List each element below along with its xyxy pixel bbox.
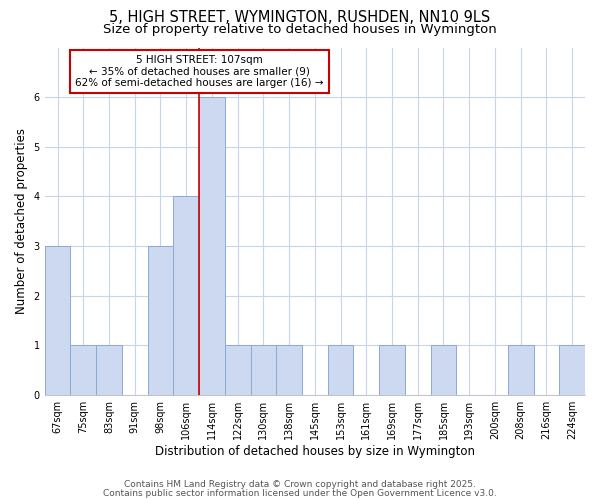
Bar — [148, 246, 173, 394]
Bar — [251, 345, 276, 395]
Text: Size of property relative to detached houses in Wymington: Size of property relative to detached ho… — [103, 22, 497, 36]
Bar — [199, 97, 225, 394]
Bar — [44, 246, 70, 394]
Y-axis label: Number of detached properties: Number of detached properties — [15, 128, 28, 314]
Text: 5, HIGH STREET, WYMINGTON, RUSHDEN, NN10 9LS: 5, HIGH STREET, WYMINGTON, RUSHDEN, NN10… — [109, 10, 491, 25]
Text: Contains public sector information licensed under the Open Government Licence v3: Contains public sector information licen… — [103, 488, 497, 498]
Bar — [173, 196, 199, 394]
Bar — [508, 345, 533, 395]
Text: Contains HM Land Registry data © Crown copyright and database right 2025.: Contains HM Land Registry data © Crown c… — [124, 480, 476, 489]
Bar — [276, 345, 302, 395]
X-axis label: Distribution of detached houses by size in Wymington: Distribution of detached houses by size … — [155, 444, 475, 458]
Bar — [431, 345, 457, 395]
Text: 5 HIGH STREET: 107sqm
← 35% of detached houses are smaller (9)
62% of semi-detac: 5 HIGH STREET: 107sqm ← 35% of detached … — [75, 55, 323, 88]
Bar — [70, 345, 96, 395]
Bar — [379, 345, 405, 395]
Bar — [225, 345, 251, 395]
Bar — [96, 345, 122, 395]
Bar — [328, 345, 353, 395]
Bar — [559, 345, 585, 395]
